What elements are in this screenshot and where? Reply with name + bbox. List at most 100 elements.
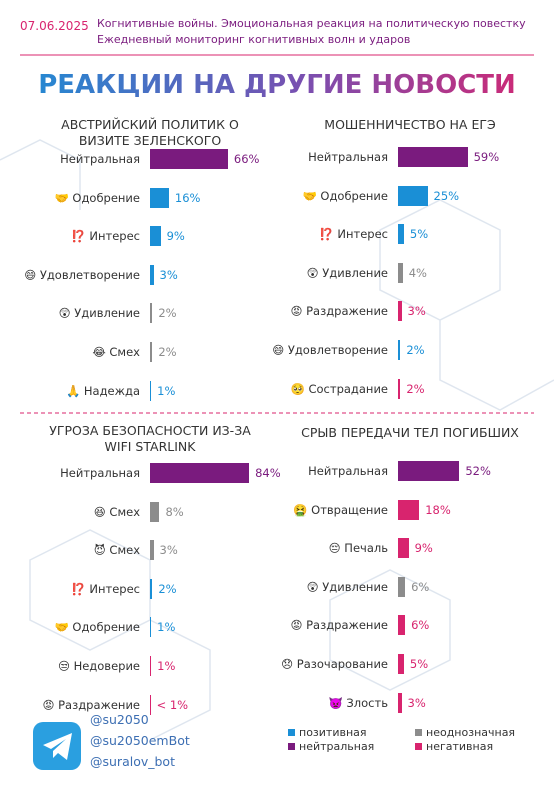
legend-swatch	[415, 743, 422, 750]
category-label: 😡 Раздражение	[290, 304, 388, 319]
bar	[150, 149, 228, 169]
category-label: Нейтральная	[308, 150, 388, 164]
value-label: 16%	[174, 190, 201, 205]
handle: @su2050emBot	[90, 733, 190, 748]
category-label: 🤝 Одобрение	[54, 190, 140, 205]
category-label: 😲 Удивление	[306, 265, 388, 280]
category-label: 👿 Злость	[328, 695, 388, 710]
category-label: 😡 Раздражение	[290, 618, 388, 633]
value-label: 1%	[157, 659, 176, 673]
category-label: 😞 Разочарование	[281, 657, 388, 671]
value-label: 5%	[409, 657, 429, 671]
date: 07.06.2025	[20, 19, 89, 33]
category-label: 😔 Печаль	[328, 541, 388, 556]
page-title: РЕАКЦИИ НА ДРУГИЕ НОВОСТИ	[0, 70, 554, 100]
bar	[398, 692, 402, 713]
value-label: 3%	[407, 304, 426, 319]
category-label: 😡 Раздражение	[42, 697, 140, 712]
legend-swatch	[415, 729, 422, 736]
category-label: 🤮 Отвращение	[293, 502, 388, 517]
value-label: 5%	[409, 227, 429, 242]
value-label: 25%	[433, 188, 460, 203]
header-line: Ежедневный мониторинг когнитивных волн и…	[97, 33, 411, 46]
category-label: 😆 Смех	[93, 504, 140, 519]
category-label: 🤝 Одобрение	[54, 620, 140, 635]
category-label: 😒 Недоверие	[57, 659, 140, 673]
bar	[398, 224, 404, 245]
bar	[398, 615, 406, 636]
chart-title: СРЫВ ПЕРЕДАЧИ ТЕЛ ПОГИБШИХ	[301, 425, 519, 440]
handle: @su2050	[90, 712, 149, 727]
bar	[150, 342, 153, 362]
legend-label: позитивная	[299, 726, 367, 739]
category-label: 😄 Удовлетворение	[272, 343, 388, 357]
bar	[150, 617, 152, 638]
category-label: 😲 Удивление	[58, 306, 140, 321]
legend-label: неоднозначная	[426, 726, 516, 739]
bar	[150, 578, 153, 599]
bar	[150, 303, 153, 324]
bar	[150, 380, 152, 401]
bar	[398, 538, 409, 559]
bar	[150, 694, 151, 715]
value-label: 3%	[159, 267, 178, 282]
value-label: 9%	[166, 229, 185, 244]
value-label: 2%	[158, 345, 177, 359]
category-label: 😲 Удивление	[306, 579, 388, 594]
bar	[398, 185, 428, 206]
bar	[398, 654, 404, 674]
bar	[398, 340, 401, 360]
legend-label: негативная	[426, 740, 494, 753]
bar	[150, 540, 154, 561]
value-label: 2%	[158, 581, 177, 596]
handle: @suralov_bot	[90, 754, 175, 769]
value-label: 2%	[406, 343, 425, 357]
category-label: Нейтральная	[60, 466, 140, 480]
bar	[150, 656, 152, 676]
value-label: 4%	[408, 265, 427, 280]
value-label: 3%	[407, 695, 426, 710]
bar	[150, 187, 169, 208]
value-label: 59%	[473, 150, 500, 164]
bar	[398, 301, 402, 322]
value-label: 2%	[158, 306, 177, 321]
bar	[398, 461, 460, 481]
category-label: Нейтральная	[60, 152, 140, 166]
value-label: < 1%	[156, 697, 189, 712]
category-label: 🙏 Надежда	[65, 383, 140, 398]
category-label: ⁉️ Интерес	[71, 581, 140, 596]
value-label: 8%	[165, 504, 184, 519]
chart-title: АВСТРИЙСКИЙ ПОЛИТИК О ВИЗИТЕ ЗЕЛЕНСКОГО	[61, 117, 239, 148]
category-label: 🤝 Одобрение	[302, 188, 388, 203]
bar	[398, 262, 403, 283]
value-label: 66%	[233, 152, 260, 166]
header-line: Когнитивные войны. Эмоциональная реакция…	[97, 17, 526, 30]
value-label: 52%	[465, 464, 491, 478]
legend-swatch	[288, 743, 295, 750]
value-label: 1%	[157, 383, 176, 398]
bar	[398, 147, 468, 167]
bar	[150, 501, 160, 522]
bar	[150, 226, 161, 247]
bar	[150, 463, 250, 483]
category-label: 😄 Удовлетворение	[24, 267, 140, 282]
legend-swatch	[288, 729, 295, 736]
category-label: 😈 Смех	[93, 543, 140, 558]
value-label: 84%	[255, 466, 281, 480]
value-label: 6%	[411, 618, 430, 633]
value-label: 6%	[411, 579, 430, 594]
category-label: Нейтральная	[308, 464, 388, 478]
category-label: 🥺 Сострадание	[290, 381, 388, 396]
bar	[398, 499, 420, 520]
chart-title: УГРОЗА БЕЗОПАСНОСТИ ИЗ-ЗА WIFI STARLINK	[49, 423, 251, 454]
bar	[150, 264, 154, 285]
bar	[398, 378, 401, 399]
value-label: 3%	[159, 543, 178, 558]
legend-label: нейтральная	[299, 740, 375, 753]
bar	[398, 576, 406, 597]
category-label: ⁉️ Интерес	[319, 227, 388, 242]
value-label: 2%	[406, 381, 425, 396]
chart-title: МОШЕННИЧЕСТВО НА ЕГЭ	[324, 117, 496, 132]
value-label: 1%	[157, 620, 176, 635]
